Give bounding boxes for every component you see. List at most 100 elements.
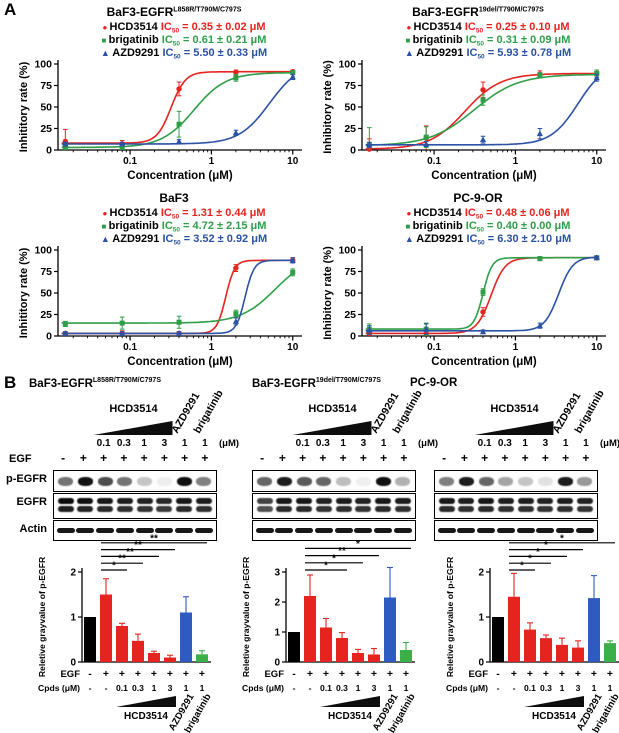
series-marker	[62, 140, 69, 147]
y-tick-label: 2	[70, 568, 76, 579]
egf-sign: +	[543, 668, 549, 680]
legend-ic50-value: = 0.40 ± 0.00 μM	[484, 220, 570, 232]
series-marker	[593, 254, 600, 261]
dose-curve	[61, 75, 295, 145]
conc-label: 0.1	[477, 438, 492, 449]
protein-band	[116, 498, 133, 504]
conc-label: 1	[340, 438, 346, 449]
x-tick-label: 0.1	[427, 156, 441, 167]
series-marker	[62, 330, 69, 336]
protein-band	[135, 527, 154, 533]
protein-band	[275, 527, 294, 533]
legend-ic50-value: = 4.72 ± 2.15 μM	[180, 220, 266, 232]
protein-band	[498, 476, 514, 486]
protein-band	[155, 527, 174, 533]
protein-band	[316, 476, 332, 486]
egf-sign: +	[323, 668, 329, 680]
series-marker	[232, 129, 239, 136]
blot-row-label: Actin	[19, 523, 48, 535]
bar	[492, 617, 504, 662]
egf-sign: -	[61, 451, 66, 465]
protein-band	[537, 498, 554, 504]
series-marker	[176, 86, 182, 92]
significance-stars: **	[150, 533, 158, 544]
pegfr-blot-strip	[434, 470, 598, 492]
dose-response-chart: BaF3-EGFRL858R/T790M/C797S● HCD3514 IC50…	[18, 5, 302, 182]
egf-sign: +	[307, 668, 313, 680]
conc-label: 1	[522, 438, 528, 449]
square-icon: ■	[406, 36, 413, 45]
pegfr-blot-strip	[252, 470, 416, 492]
legend-ic50-prefix: IC	[465, 21, 476, 33]
legend-ic50-value: = 0.35 ± 0.02 μM	[179, 21, 265, 33]
protein-band	[276, 476, 292, 486]
pegfr-blot-strip	[53, 470, 217, 492]
protein-band	[478, 476, 494, 486]
protein-band	[557, 498, 573, 504]
protein-band	[438, 506, 455, 512]
egf-sign: -	[442, 451, 447, 465]
x-tick-label: 0.1	[427, 342, 441, 353]
protein-band	[256, 498, 273, 504]
significance-stars: *	[356, 539, 360, 550]
series-marker	[479, 328, 487, 335]
protein-band	[375, 476, 391, 486]
legend-ic50-value: = 6.30 ± 2.10 μM	[485, 233, 571, 245]
cpds-value: 0.3	[540, 683, 552, 693]
cpds-value: -	[309, 683, 312, 693]
significance-stars: *	[544, 540, 548, 551]
y-tick-label: 50	[40, 288, 52, 300]
bar	[540, 638, 552, 662]
chart-title-base: PC-9-OR	[453, 191, 503, 205]
legend-item: ▲ AZD9291 IC50 = 6.30 ± 2.10 μM	[405, 233, 571, 247]
legend-ic50-value: = 3.52 ± 0.92 μM	[181, 233, 267, 245]
triangle-icon: ▲	[405, 48, 416, 58]
circle-icon: ●	[102, 209, 109, 218]
series-marker	[536, 130, 543, 137]
concentration-ramp-icon	[524, 696, 584, 707]
cpds-value: 3	[168, 683, 173, 693]
protein-band	[516, 527, 535, 533]
dose-response-chart: BaF3● HCD3514 IC50 = 1.31 ± 0.44 μM■ bri…	[18, 191, 302, 368]
dose-curve	[365, 256, 599, 330]
series-marker	[537, 256, 543, 262]
bar	[320, 627, 332, 662]
series-marker	[233, 311, 239, 317]
bar	[588, 598, 600, 662]
significance-stars: *	[112, 561, 116, 572]
concentration-ramp-icon	[292, 421, 372, 435]
y-tick-label: 75	[40, 266, 52, 278]
egf-sign: +	[511, 668, 517, 680]
significance-stars: **	[338, 546, 346, 557]
protein-band	[536, 527, 555, 533]
y-tick-label: 1	[274, 628, 280, 639]
series-marker	[423, 140, 430, 147]
y-axis-label: Reletive grayvalue of p-EGFR	[241, 556, 251, 677]
legend-drug-name: AZD9291	[416, 233, 466, 245]
protein-band	[355, 476, 371, 486]
series-marker	[62, 144, 68, 150]
protein-band	[394, 498, 411, 504]
protein-band	[497, 506, 514, 512]
protein-band	[136, 498, 153, 504]
concentration-ramp-icon	[116, 696, 176, 707]
cpds-row-label: Cpds (μM)	[242, 683, 284, 693]
egf-sign: +	[103, 668, 109, 680]
bar	[572, 647, 584, 662]
protein-band	[276, 506, 293, 512]
legend-ic50-sub: 50	[477, 227, 485, 234]
cpds-value: 0.3	[132, 683, 144, 693]
protein-band	[458, 476, 474, 486]
cpds-value: 1	[404, 683, 409, 693]
protein-band	[195, 506, 212, 512]
egf-sign: +	[181, 451, 189, 465]
blot-panel: BaF3-EGFR19del/T790M/C797S HCD3514 AZD9291…	[206, 377, 438, 545]
legend-drug-name: AZD9291	[112, 233, 162, 245]
bar	[400, 650, 412, 662]
bar	[100, 594, 112, 662]
dose-curve	[365, 72, 599, 150]
panel-a-label: A	[4, 0, 17, 19]
protein-band	[315, 506, 332, 512]
x-tick-label: 0.1	[123, 342, 137, 353]
